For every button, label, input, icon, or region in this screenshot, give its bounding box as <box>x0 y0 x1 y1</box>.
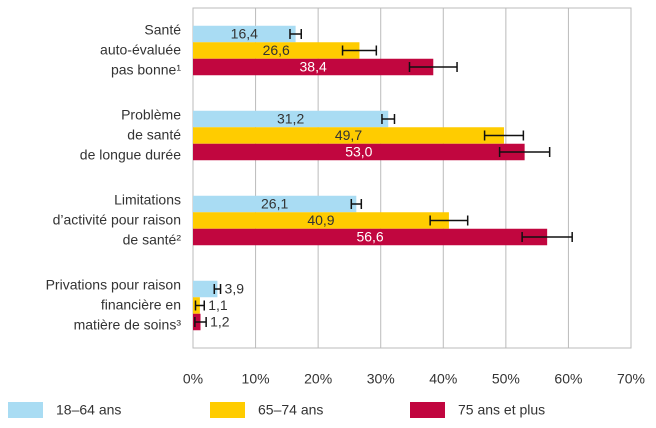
bar <box>193 42 360 59</box>
category-label-line: auto-évaluée <box>100 41 181 57</box>
x-tick-label: 30% <box>367 371 395 387</box>
category-label: Santé auto-évaluée pas bonne¹ <box>100 21 181 77</box>
bar <box>193 25 296 43</box>
category-label-line: d’activité pour raison <box>53 211 181 227</box>
category-label-line: matière de soins³ <box>74 316 182 332</box>
bar <box>193 110 389 128</box>
bar <box>193 195 357 213</box>
category-label-line: de santé² <box>123 231 182 247</box>
category-label-line: Santé <box>144 21 181 37</box>
x-tick-label: 0% <box>183 371 203 387</box>
value-label: 26,6 <box>263 42 290 58</box>
legend-label: 65–74 ans <box>258 402 323 418</box>
category-label-line: Privations pour raison <box>46 276 181 292</box>
category-label-line: pas bonne¹ <box>111 61 181 77</box>
bar <box>193 143 525 161</box>
value-label: 40,9 <box>307 212 334 228</box>
legend-swatch <box>8 402 43 418</box>
value-label: 31,2 <box>277 111 304 127</box>
bar <box>193 280 218 298</box>
category-label: Limitations d’activité pour raison de sant… <box>53 191 182 247</box>
value-label: 49,7 <box>335 127 362 143</box>
value-label: 38,4 <box>300 59 327 75</box>
x-tick-label: 20% <box>304 371 332 387</box>
category-label: Privations pour raison financière en matiè… <box>46 276 182 332</box>
category-label-line: de longue durée <box>80 146 181 162</box>
bar <box>193 228 548 246</box>
x-tick-label: 40% <box>429 371 457 387</box>
legend-label: 18–64 ans <box>56 402 121 418</box>
bar <box>193 127 504 144</box>
x-tick-label: 60% <box>554 371 582 387</box>
category-label-line: Limitations <box>114 191 181 207</box>
bar <box>193 58 434 76</box>
value-label: 56,6 <box>356 229 383 245</box>
category-label: Problème de santé de longue durée <box>80 106 181 162</box>
value-label: 26,1 <box>261 196 288 212</box>
category-label-line: Problème <box>121 106 181 122</box>
value-label: 1,2 <box>210 314 230 330</box>
x-tick-label: 70% <box>617 371 645 387</box>
category-label-line: financière en <box>101 296 181 312</box>
x-tick-label: 10% <box>242 371 270 387</box>
legend-swatch <box>410 402 445 418</box>
legend-label: 75 ans et plus <box>458 402 545 418</box>
category-label-line: de santé <box>127 126 181 142</box>
value-label: 16,4 <box>231 26 258 42</box>
x-tick-label: 50% <box>492 371 520 387</box>
bar <box>193 212 449 229</box>
value-label: 1,1 <box>208 297 228 313</box>
value-label: 3,9 <box>225 281 245 297</box>
legend-swatch <box>210 402 245 418</box>
value-label: 53,0 <box>345 144 372 160</box>
